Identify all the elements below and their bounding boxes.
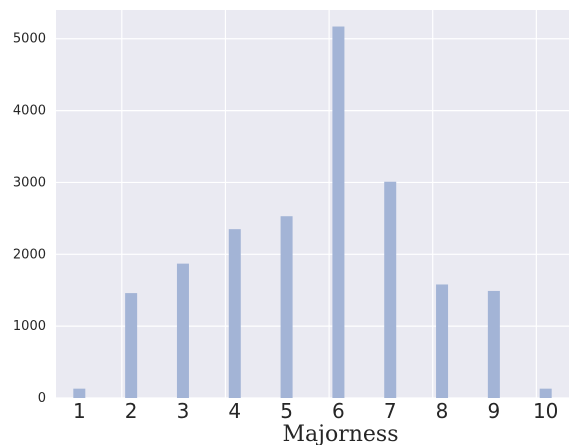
- x-tick-label: 1: [73, 399, 86, 423]
- y-tick-label: 0: [38, 391, 46, 406]
- bar-9: [487, 290, 500, 398]
- x-tick-label: 3: [177, 399, 190, 423]
- x-axis-label: Majorness: [283, 422, 399, 445]
- bar-7: [384, 181, 397, 398]
- x-tick-label: 5: [280, 399, 293, 423]
- x-tick-label: 9: [487, 399, 500, 423]
- y-tick-label: 2000: [13, 247, 46, 262]
- bar-8: [436, 284, 449, 398]
- y-tick-label: 4000: [13, 104, 46, 119]
- y-tick-label: 3000: [13, 175, 46, 190]
- grid-lines: [56, 10, 569, 399]
- x-axis-ticks: 1 2 3 4 5 6 7 8 9 10: [73, 399, 558, 423]
- y-axis-ticks: 0 1000 2000 3000 4000 5000: [13, 32, 46, 406]
- bar-10: [539, 388, 552, 398]
- bar-3: [176, 263, 189, 398]
- y-tick-label: 1000: [13, 319, 46, 334]
- x-tick-label: 6: [332, 399, 345, 423]
- plot-area: [56, 10, 569, 398]
- bar-5: [280, 216, 293, 398]
- x-tick-label: 4: [228, 399, 241, 423]
- bar-1: [73, 388, 86, 398]
- x-tick-label: 2: [125, 399, 138, 423]
- bar-2: [125, 293, 138, 398]
- bar-6: [332, 26, 345, 398]
- x-tick-label: 7: [384, 399, 397, 423]
- y-tick-label: 5000: [13, 32, 46, 47]
- bar-4: [228, 229, 241, 398]
- x-tick-label: 10: [533, 399, 558, 423]
- x-tick-label: 8: [436, 399, 449, 423]
- bars: [73, 26, 552, 398]
